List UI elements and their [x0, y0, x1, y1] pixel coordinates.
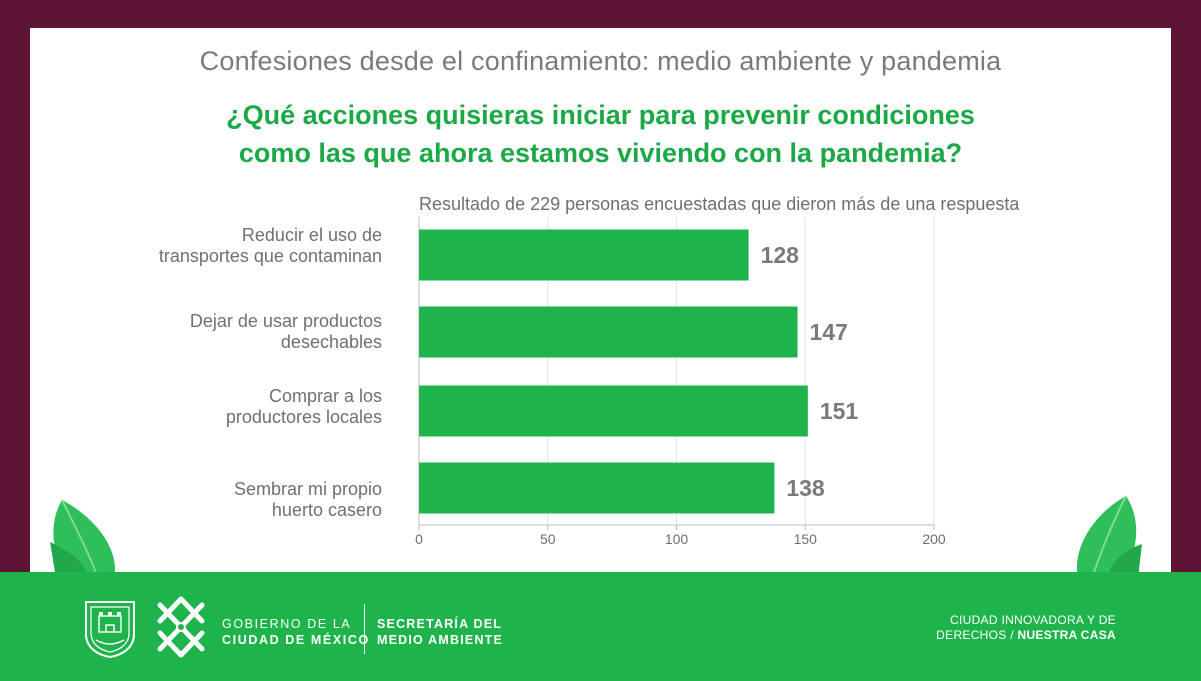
leaf-right-icon	[1076, 495, 1142, 578]
footer-slogan-line-2a: DERECHOS /	[936, 628, 1014, 642]
gov-name-line-2: CIUDAD DE MÉXICO	[222, 633, 370, 647]
survey-question: ¿Qué acciones quisieras iniciar para pre…	[0, 96, 1201, 172]
footer-slogan: CIUDAD INNOVADORA Y DE DERECHOS / NUESTR…	[880, 613, 1116, 643]
cdmx-logo-icon	[157, 596, 205, 658]
footer-slogan-line-1: CIUDAD INNOVADORA Y DE	[950, 613, 1116, 627]
bar-value-label-2: 151	[820, 398, 859, 424]
category-label-3-line-1: Sembrar mi propio	[233, 479, 382, 499]
footer-slogan-line-2b: NUESTRA CASA	[1017, 628, 1116, 642]
survey-question-line-1: ¿Qué acciones quisieras iniciar para pre…	[226, 100, 975, 130]
x-tick-label-100: 100	[665, 531, 689, 547]
category-label-0-line-2: transportes que contaminan	[158, 246, 382, 266]
secretariat-name-line-2: MEDIO AMBIENTE	[377, 633, 504, 647]
gov-name-line-1: GOBIERNO DE LA	[222, 617, 352, 631]
bar-2	[419, 385, 808, 437]
category-label-0-line-1: Reducir el uso de	[241, 225, 382, 245]
secretariat-name-line-1: SECRETARÍA DEL	[377, 617, 503, 631]
bar-0	[419, 229, 749, 281]
bar-1	[419, 306, 798, 358]
category-label-3-line-2: huerto casero	[271, 500, 382, 520]
category-label-3: Sembrar mi propio huerto casero	[120, 479, 382, 521]
category-label-0: Reducir el uso de transportes que contam…	[120, 225, 382, 267]
x-tick-label-0: 0	[415, 531, 423, 547]
category-label-1: Dejar de usar productos desechables	[120, 311, 382, 353]
x-tick-label-150: 150	[794, 531, 818, 547]
footer-slogan-line-2: DERECHOS / NUESTRA CASA	[880, 628, 1116, 643]
bar-value-label-0: 128	[761, 242, 800, 268]
category-label-2-line-1: Comprar a los	[268, 386, 382, 406]
cdmx-shield-icon	[85, 601, 135, 658]
category-label-2-line-2: productores locales	[225, 407, 382, 427]
bar-3	[419, 462, 775, 514]
category-label-1-line-2: desechables	[280, 332, 382, 352]
category-label-1-line-1: Dejar de usar productos	[189, 311, 382, 331]
footer-divider	[364, 604, 365, 654]
x-tick-label-50: 50	[540, 531, 556, 547]
x-tick-label-200: 200	[922, 531, 946, 547]
chart-subtitle: Resultado de 229 personas encuestadas qu…	[419, 194, 1020, 214]
bar-value-label-3: 138	[786, 475, 825, 501]
footer-bar	[0, 572, 1201, 681]
category-label-2: Comprar a los productores locales	[120, 386, 382, 428]
bar-value-label-1: 147	[810, 319, 848, 345]
leaf-left-icon	[50, 499, 116, 578]
survey-question-line-2: como las que ahora estamos viviendo con …	[238, 138, 963, 168]
secretariat-name: SECRETARÍA DEL MEDIO AMBIENTE	[377, 616, 503, 648]
gov-name: GOBIERNO DE LA CIUDAD DE MÉXICO	[222, 616, 370, 648]
page-title: Confesiones desde el confinamiento: medi…	[199, 46, 1002, 76]
